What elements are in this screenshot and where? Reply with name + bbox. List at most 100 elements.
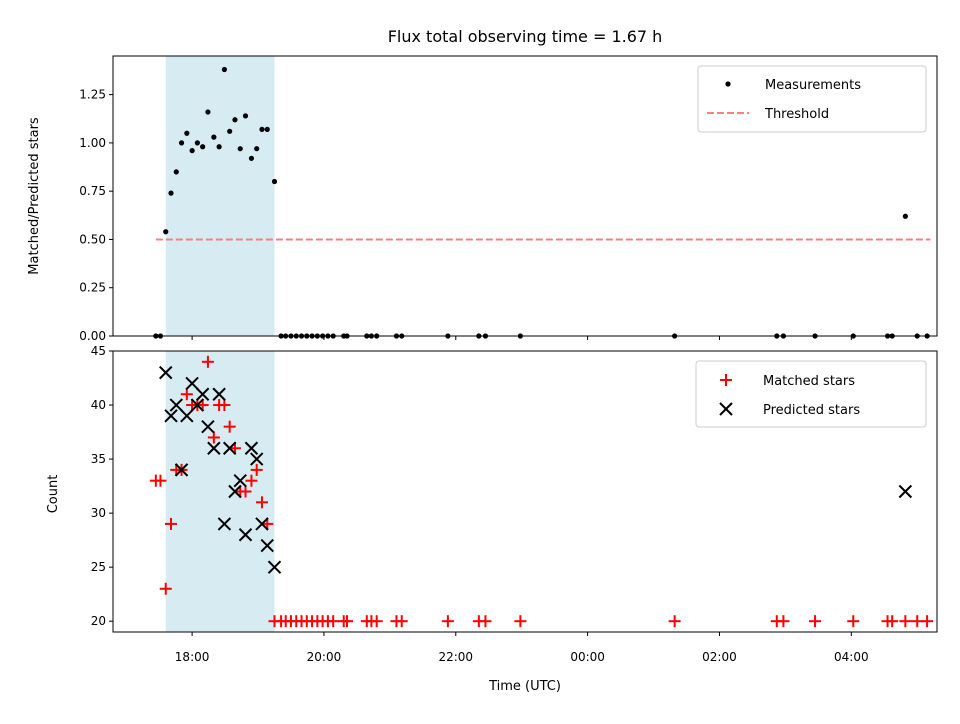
matched-star-point (921, 615, 934, 628)
measurement-point (254, 146, 260, 152)
matched-star-point (809, 615, 822, 628)
top-y-tick-label: 0.00 (79, 329, 106, 343)
top-y-tick-label: 0.25 (79, 281, 106, 295)
measurement-point (232, 117, 238, 123)
matched-star-point (327, 615, 340, 628)
predicted-star-point (174, 463, 189, 477)
predicted-star-point (260, 538, 274, 553)
measurement-point (200, 144, 206, 150)
measurement-point (211, 134, 217, 140)
legend-measurements-marker (725, 81, 731, 87)
top-y-tick-label: 1.00 (79, 136, 106, 150)
predicted-star-point (238, 528, 253, 542)
measurement-point (248, 155, 255, 161)
predicted-star-point (212, 387, 226, 401)
matched-star-point (218, 399, 231, 412)
measurement-point (271, 178, 278, 185)
x-tick-label: 20:00 (307, 650, 342, 664)
matched-star-point (245, 474, 258, 487)
predicted-star-point (201, 419, 215, 434)
predicted-star-point (159, 365, 173, 380)
legend-matched-label: Matched stars (763, 374, 855, 389)
bottom-y-tick-label: 25 (91, 560, 106, 574)
legend-predicted-marker (719, 402, 733, 416)
count-panel: 20 25 30 35 40 45 18:00 20:00 22:00 00:00 02:00 04… (46, 344, 938, 694)
matched-star-point (165, 517, 178, 530)
legend-predicted-label: Predicted stars (763, 403, 860, 418)
x-tick-label: 04:00 (834, 650, 869, 664)
measurement-point (178, 140, 185, 146)
bottom-legend: Matched stars Predicted stars (695, 360, 927, 428)
x-tick-label: 02:00 (702, 650, 737, 664)
matched-star-point (159, 582, 172, 595)
top-axes-frame (112, 55, 938, 337)
matched-star-point (886, 615, 899, 628)
bottom-y-tick-label: 35 (91, 452, 106, 466)
bottom-y-tick-label: 45 (91, 344, 106, 358)
predicted-star-point (233, 473, 247, 488)
matched-star-point (223, 420, 236, 433)
matched-star-point (341, 615, 354, 628)
legend-matched-marker (720, 374, 732, 386)
matched-star-point (154, 474, 167, 487)
top-legend: Measurements Threshold (697, 65, 927, 133)
measurement-point (237, 146, 243, 152)
x-tick-label: 18:00 (175, 650, 210, 664)
measurement-point (902, 213, 908, 219)
legend-threshold-label: Threshold (764, 107, 829, 122)
predicted-star-point (190, 398, 205, 412)
predicted-star-point (222, 441, 237, 455)
top-y-tick-label: 1.25 (79, 88, 106, 102)
predicted-star-point (267, 560, 282, 574)
matched-star-point (239, 485, 252, 498)
measurement-point (205, 109, 211, 115)
chart-title: Flux total observing time = 1.67 h (388, 27, 663, 46)
matched-star-point (250, 463, 263, 476)
predicted-star-point (180, 409, 194, 423)
matched-star-point (370, 615, 383, 628)
top-y-tick-label: 0.75 (79, 184, 106, 198)
predicted-star-point (244, 441, 259, 455)
predicted-star-point (228, 484, 242, 499)
matched-star-point (899, 615, 912, 628)
measurement-point (163, 229, 169, 235)
matched-star-point (255, 496, 268, 509)
ratio-panel: Flux total observing time = 1.67 h 0.00 0… (27, 27, 938, 343)
measurement-point (221, 66, 228, 73)
bottom-y-tick-label: 40 (91, 398, 106, 412)
measurement-point (259, 126, 265, 132)
matched-star-point (201, 355, 214, 368)
measurement-point (189, 148, 195, 154)
bottom-y-tick-label: 20 (91, 614, 106, 628)
measurement-point (168, 190, 174, 196)
matched-star-point (479, 615, 492, 628)
predicted-star-point (217, 517, 232, 531)
bottom-legend-box (695, 360, 927, 428)
predicted-star-point (169, 398, 183, 412)
matched-star-point (180, 388, 193, 401)
predicted-star-point (255, 517, 269, 531)
predicted-star-point (249, 452, 264, 466)
matched-star-point (777, 615, 790, 628)
measurement-point (216, 144, 222, 150)
predicted-star-point (898, 484, 913, 499)
predicted-star-point (185, 376, 199, 391)
x-tick-label: 22:00 (438, 650, 473, 664)
matched-star-point (847, 615, 860, 628)
bottom-axes-frame (112, 350, 938, 633)
x-axis-label: Time (UTC) (488, 679, 561, 694)
top-legend-box (697, 65, 927, 133)
measurement-point (264, 126, 270, 132)
measurement-point (194, 140, 200, 146)
observing-span-shade (165, 351, 275, 632)
top-y-tick-label: 0.50 (79, 232, 106, 246)
x-tick-label: 00:00 (570, 650, 605, 664)
matched-star-point (514, 615, 527, 628)
measurement-point (242, 113, 249, 119)
predicted-star-point (207, 441, 221, 455)
measurement-point (173, 169, 179, 175)
measurement-point (227, 128, 233, 134)
bottom-y-axis-label: Count (46, 475, 61, 514)
predicted-star-point (195, 387, 210, 401)
